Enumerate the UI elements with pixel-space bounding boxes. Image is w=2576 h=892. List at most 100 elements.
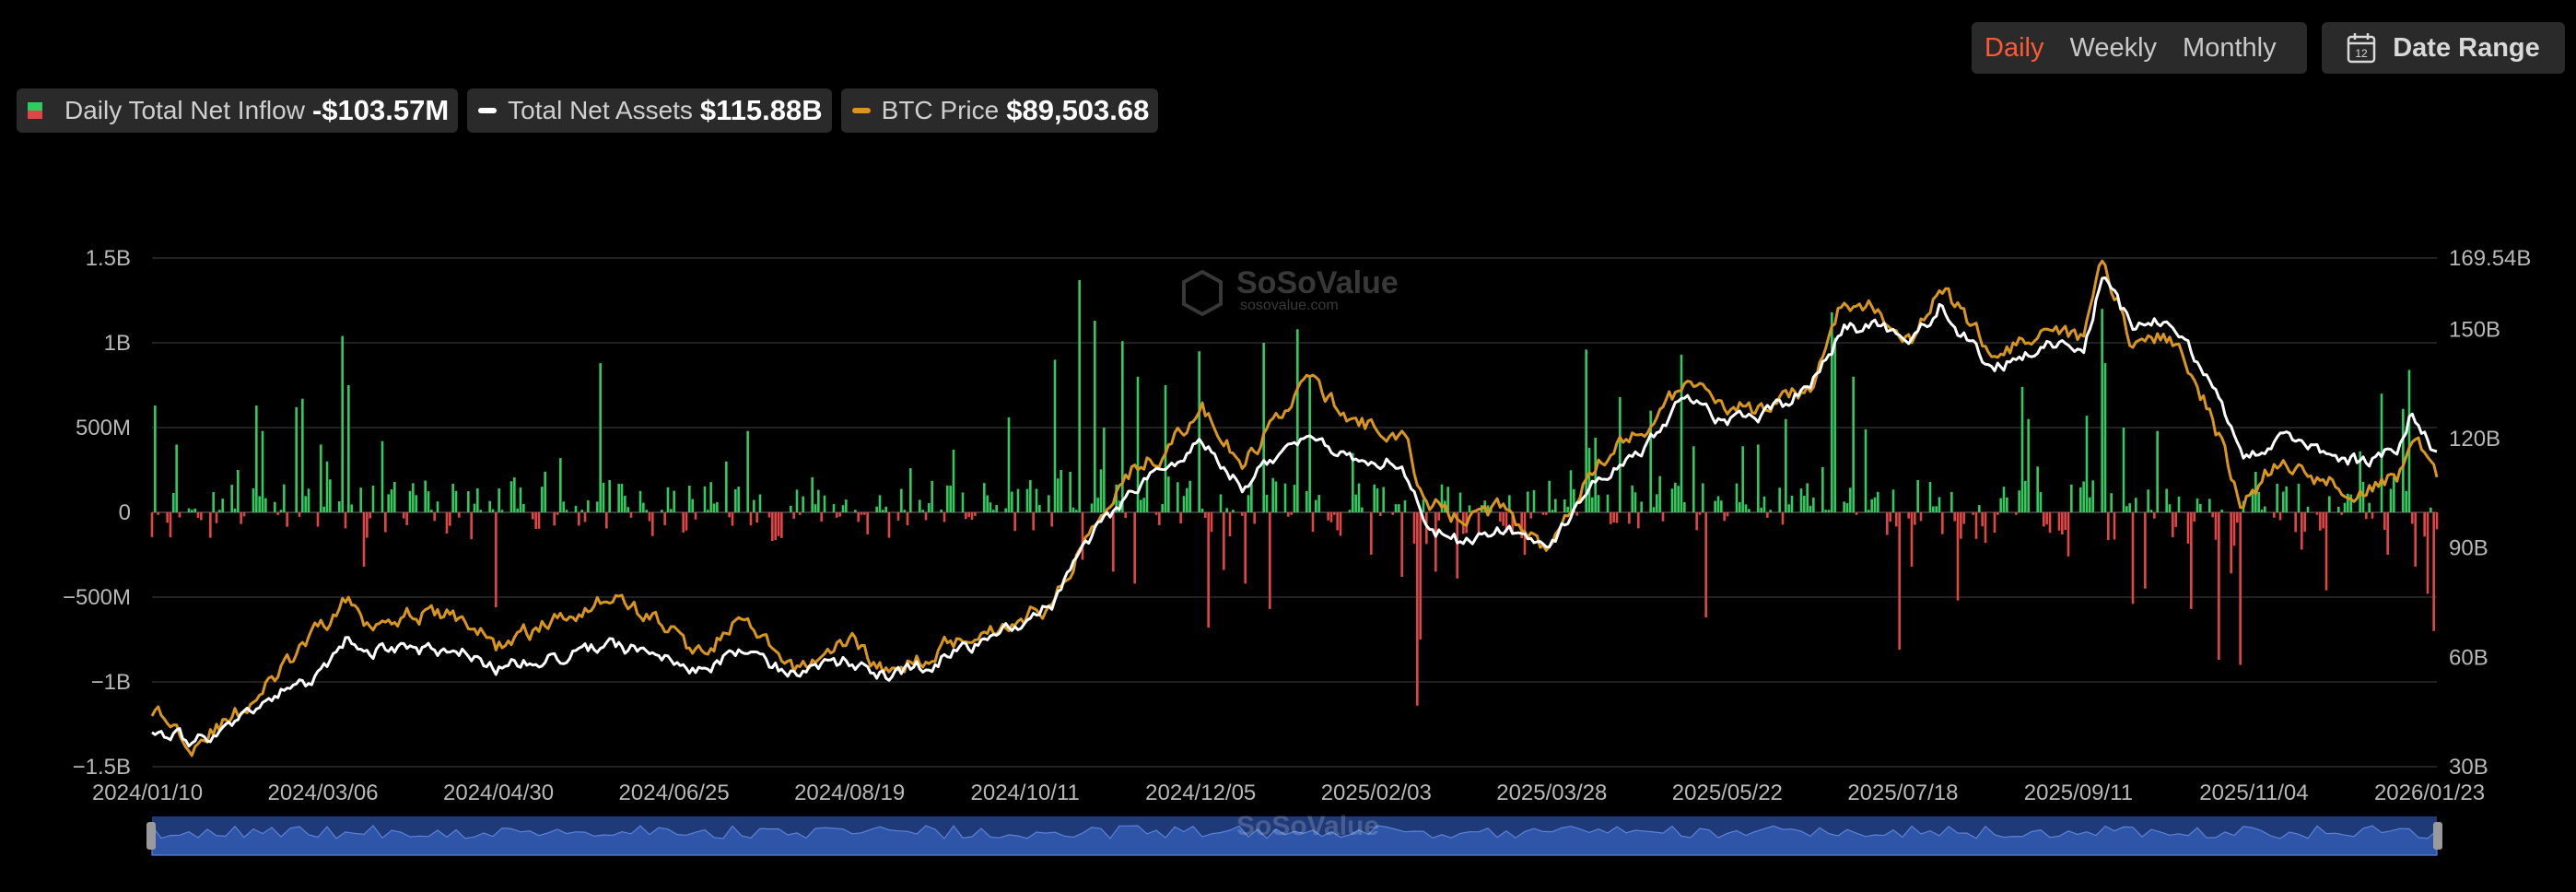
legend-item-inflow[interactable]: Daily Total Net Inflow -$103.57M xyxy=(17,88,459,133)
inflow-bar xyxy=(258,496,261,512)
inflow-bar xyxy=(642,502,645,512)
inflow-bar xyxy=(369,512,371,519)
y-left-tick-label: 0 xyxy=(119,500,131,525)
inflow-bar xyxy=(777,512,780,536)
inflow-bar xyxy=(1877,491,1879,512)
inflow-bar xyxy=(792,512,795,519)
inflow-bar xyxy=(860,512,863,515)
inflow-bar xyxy=(919,499,921,512)
inflow-bar xyxy=(1250,482,1253,512)
inflow-bar xyxy=(2414,512,2417,567)
inflow-bar xyxy=(1999,498,2002,512)
inflow-bar xyxy=(2368,502,2371,512)
inflow-bar xyxy=(1121,341,1124,512)
inflow-bar xyxy=(1244,512,1247,584)
inflow-bar xyxy=(1133,512,1136,584)
inflow-bar xyxy=(1739,502,1741,512)
inflow-bar xyxy=(1551,510,1554,512)
legend-btc-value: $89,503.68 xyxy=(1006,94,1150,126)
inflow-bar xyxy=(1916,479,1919,512)
inflow-bar xyxy=(384,512,387,533)
inflow-bar xyxy=(2432,512,2435,631)
inflow-bar xyxy=(1142,498,1145,512)
inflow-bar xyxy=(344,512,347,529)
inflow-bar xyxy=(1167,476,1170,512)
inflow-bar xyxy=(1606,494,1610,512)
x-tick-label: 2024/06/25 xyxy=(619,780,730,805)
inflow-bar xyxy=(479,510,482,512)
btc-price-line xyxy=(150,259,2439,757)
inflow-bar xyxy=(150,512,154,537)
inflow-bar xyxy=(1274,481,1278,512)
inflow-bar xyxy=(694,512,697,520)
legend-btc-label: BTC Price xyxy=(881,96,1000,124)
x-tick-label: 2025/02/03 xyxy=(1321,780,1432,805)
inflow-bar xyxy=(509,481,513,512)
inflow-bar xyxy=(1996,512,1999,515)
inflow-bar xyxy=(242,512,246,517)
inflow-bar xyxy=(1339,512,1342,536)
inflow-bar xyxy=(1265,494,1269,512)
inflow-bar xyxy=(255,405,258,512)
inflow-bar xyxy=(2039,492,2043,512)
inflow-bar xyxy=(2172,512,2174,537)
inflow-bar xyxy=(2211,512,2214,518)
period-daily-button[interactable]: Daily xyxy=(1985,32,2044,63)
inflow-bar xyxy=(1145,476,1149,512)
inflow-bar xyxy=(433,512,436,522)
inflow-bar xyxy=(1741,446,1744,512)
sosovalue-logo-icon xyxy=(1182,269,1223,317)
inflow-bar xyxy=(774,512,777,540)
inflow-bar xyxy=(666,487,670,512)
inflow-bar xyxy=(2386,512,2389,555)
inflow-bar xyxy=(2411,512,2414,524)
inflow-bar xyxy=(1652,507,1656,512)
legend-item-btc[interactable]: BTC Price $89,503.68 xyxy=(840,88,1159,133)
inflow-bar xyxy=(556,512,559,515)
inflow-bar xyxy=(1812,497,1815,512)
inflow-bar xyxy=(2174,512,2177,527)
navigator-right-handle[interactable] xyxy=(2433,822,2442,850)
legend-assets-label: Total Net Assets xyxy=(508,96,693,124)
inflow-bar xyxy=(1440,484,1444,512)
inflow-bar xyxy=(2423,512,2426,537)
inflow-bar xyxy=(498,488,500,512)
inflow-bars xyxy=(150,279,2439,706)
legend-item-assets[interactable]: Total Net Assets $115.88B xyxy=(467,88,832,133)
inflow-bar xyxy=(467,491,470,512)
inflow-bar xyxy=(2220,510,2223,512)
date-range-label: Date Range xyxy=(2393,32,2540,63)
inflow-bar xyxy=(638,490,642,512)
inflow-bar xyxy=(1757,444,1760,512)
inflow-bar xyxy=(1726,512,1729,517)
inflow-bar xyxy=(1115,484,1118,512)
inflow-bar xyxy=(685,512,688,531)
x-tick-label: 2024/10/11 xyxy=(971,780,1080,805)
inflow-bar xyxy=(1864,428,1868,512)
period-monthly-button[interactable]: Monthly xyxy=(2183,32,2277,63)
inflow-bar xyxy=(2278,512,2282,521)
period-weekly-button[interactable]: Weekly xyxy=(2069,32,2158,63)
inflow-bar xyxy=(381,440,384,512)
inflow-bar xyxy=(2195,498,2199,512)
inflow-bar xyxy=(1499,512,1502,522)
inflow-bar xyxy=(427,491,430,512)
y-left-tick-label: −1B xyxy=(91,670,131,695)
inflow-bar xyxy=(661,510,663,512)
inflow-bar xyxy=(172,492,175,512)
inflow-bar xyxy=(1016,488,1020,512)
y-right-tick-label: 120B xyxy=(2449,427,2500,452)
inflow-bar xyxy=(1928,482,1932,512)
inflow-bar xyxy=(767,512,771,518)
assets-swatch xyxy=(478,108,498,113)
inflow-bar xyxy=(169,512,172,537)
legend-inflow-value: -$103.57M xyxy=(311,94,450,126)
inflow-bar xyxy=(488,500,491,512)
navigator-left-handle[interactable] xyxy=(146,822,156,850)
inflow-bar xyxy=(2048,512,2052,534)
inflow-bar xyxy=(1357,483,1361,512)
date-range-button[interactable]: 12 Date Range xyxy=(2322,22,2565,74)
inflow-bar xyxy=(1081,512,1084,560)
inflow-bar xyxy=(734,489,737,512)
inflow-bar xyxy=(350,504,353,512)
